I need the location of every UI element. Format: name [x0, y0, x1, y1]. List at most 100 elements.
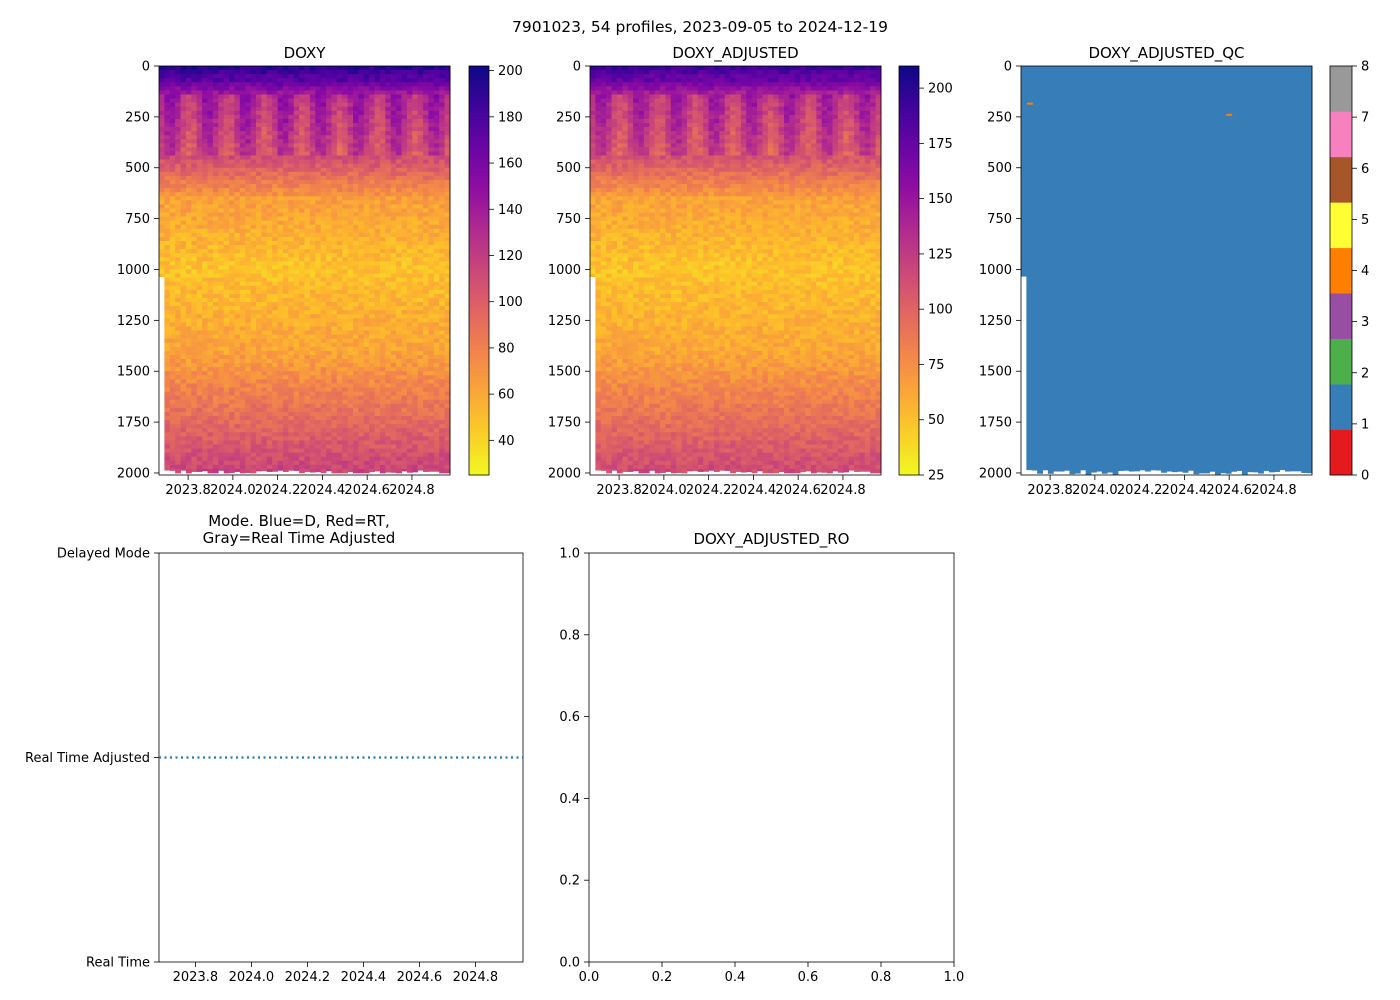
doxy-cell — [202, 90, 208, 95]
doxy-cell — [191, 302, 198, 307]
doxy-cell — [363, 159, 370, 165]
doxy-cell — [293, 159, 300, 165]
doxy-cell — [379, 86, 386, 91]
doxy-cell — [379, 285, 386, 291]
doxy-cell — [212, 240, 219, 246]
doxy-cell — [277, 228, 284, 234]
doxy-cell — [245, 391, 252, 397]
doxy-cell — [202, 257, 208, 262]
doxy-cell — [185, 216, 192, 222]
doxy-cell — [412, 342, 419, 348]
doxy-cell — [191, 155, 198, 161]
doxy-cell — [250, 220, 257, 226]
doxy-cell — [277, 346, 284, 352]
doxy-cell — [207, 163, 214, 169]
doxy-cell — [261, 302, 268, 307]
doxy-cell — [396, 391, 402, 397]
doxy-cell — [315, 306, 322, 311]
doxy-cell — [342, 171, 349, 177]
doxy-cell — [369, 387, 375, 392]
doxy-cell — [309, 196, 316, 201]
doxy-cell — [234, 78, 241, 83]
doxy-cell — [320, 240, 327, 246]
doxy-cell — [353, 285, 359, 291]
doxy-cell — [309, 420, 316, 425]
doxy-cell — [390, 277, 397, 283]
doxy-cell — [212, 143, 219, 148]
doxy-cell — [191, 367, 198, 372]
doxy-cell — [223, 86, 230, 91]
doxy-cell — [239, 330, 246, 335]
doxy-cell — [315, 188, 322, 193]
doxy-cell — [315, 236, 322, 242]
doxy-cell — [336, 468, 343, 474]
doxy-cell — [309, 293, 316, 299]
doxy-cell — [185, 359, 192, 364]
doxy-cell — [363, 269, 370, 274]
doxy-cell — [234, 383, 241, 388]
doxy-cell — [412, 359, 419, 364]
doxy-cell — [196, 131, 203, 136]
doxy-cell — [175, 318, 181, 323]
doxy-cell — [379, 444, 386, 449]
doxy-cell — [288, 468, 295, 471]
doxy-cell — [304, 285, 311, 291]
doxy-cell — [229, 367, 235, 372]
doxy-cell — [164, 131, 171, 136]
doxy-cell — [159, 228, 165, 234]
doxy-cell — [406, 90, 413, 95]
doxy-cell — [234, 228, 241, 234]
doxy-cell — [293, 184, 300, 189]
doxy-cell — [191, 293, 198, 299]
doxy-cell — [299, 452, 305, 458]
doxy-cell — [169, 399, 176, 405]
doxy-cell — [234, 98, 241, 104]
doxy-cell — [406, 74, 413, 79]
doxy-cell — [223, 367, 230, 372]
doxy-cell — [277, 420, 284, 425]
doxy-cell — [239, 98, 246, 104]
doxy-cell — [218, 289, 225, 295]
doxy-cell — [379, 415, 386, 421]
doxy-cell — [202, 424, 208, 429]
doxy-cell — [218, 228, 225, 234]
doxy-cell — [412, 468, 419, 473]
doxy-cell — [277, 326, 284, 331]
doxy-cell — [185, 155, 192, 161]
doxy-cell — [272, 118, 278, 124]
doxy-cell — [159, 240, 165, 246]
doxy-cell — [261, 155, 268, 161]
doxy-cell — [266, 106, 273, 112]
doxy-cell — [159, 171, 165, 177]
doxy-cell — [245, 407, 252, 413]
doxy-cell — [175, 163, 181, 169]
doxy-cell — [293, 179, 300, 185]
doxy-cell — [202, 265, 208, 270]
doxy-cell — [277, 375, 284, 380]
doxy-cell — [175, 411, 181, 417]
doxy-cell — [374, 302, 381, 307]
doxy-cell — [358, 407, 365, 413]
doxy-cell — [363, 192, 370, 197]
doxy-cell — [374, 391, 381, 397]
doxy-cell — [180, 436, 187, 441]
doxy-cell — [336, 188, 343, 193]
doxy-cell — [212, 302, 219, 307]
doxy-cell — [245, 163, 252, 169]
doxy-cell — [374, 216, 381, 222]
doxy-cell — [396, 440, 402, 445]
doxy-cell — [342, 147, 349, 152]
doxy-cell — [299, 326, 305, 331]
doxy-cell — [164, 318, 171, 323]
doxy-cell — [234, 330, 241, 335]
doxy-cell — [417, 436, 424, 441]
doxy-cell — [353, 379, 359, 384]
doxy-cell — [234, 122, 241, 128]
doxy-cell — [320, 179, 327, 185]
doxy-cell — [406, 204, 413, 209]
doxy-cell — [196, 66, 203, 71]
doxy-cell — [428, 122, 435, 128]
doxy-cell — [406, 269, 413, 274]
doxy-cell — [320, 265, 327, 270]
doxy-cell — [326, 452, 332, 458]
